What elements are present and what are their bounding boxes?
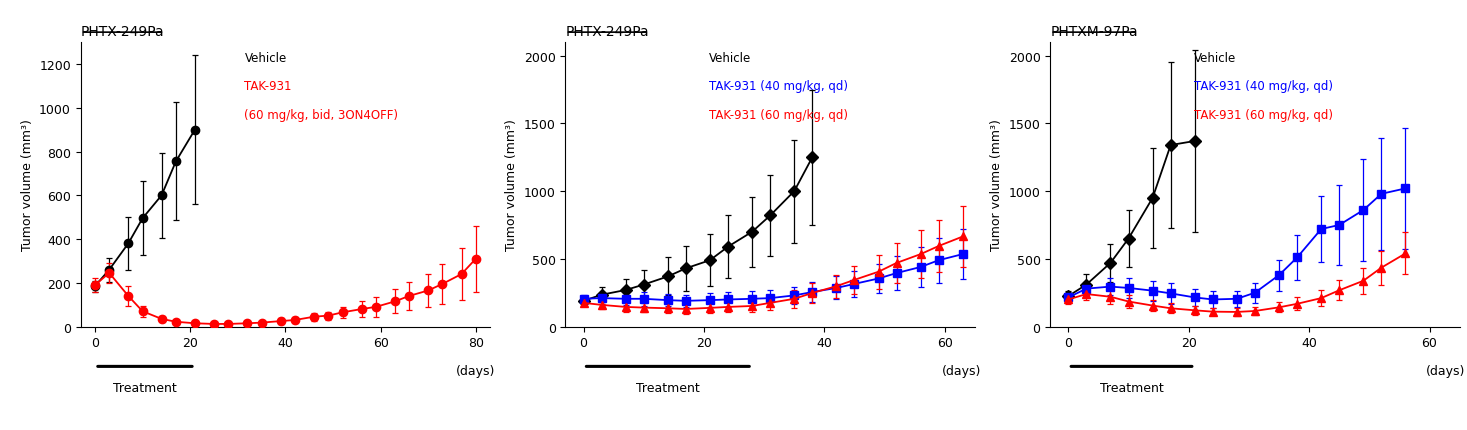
Text: TAK-931 (40 mg/kg, qd): TAK-931 (40 mg/kg, qd) — [709, 80, 848, 93]
Text: (days): (days) — [942, 364, 981, 377]
Text: (days): (days) — [1426, 364, 1466, 377]
Y-axis label: Tumor volume (mm³): Tumor volume (mm³) — [505, 119, 518, 251]
Text: Treatment: Treatment — [637, 381, 700, 394]
Text: TAK-931 (40 mg/kg, qd): TAK-931 (40 mg/kg, qd) — [1194, 80, 1332, 93]
Text: TAK-931 (60 mg/kg, qd): TAK-931 (60 mg/kg, qd) — [709, 108, 848, 121]
Y-axis label: Tumor volume (mm³): Tumor volume (mm³) — [990, 119, 1003, 251]
Text: (60 mg/kg, bid, 3ON4OFF): (60 mg/kg, bid, 3ON4OFF) — [245, 108, 399, 121]
Y-axis label: Tumor volume (mm³): Tumor volume (mm³) — [21, 119, 34, 251]
Text: Treatment: Treatment — [113, 381, 178, 394]
Text: (days): (days) — [455, 364, 494, 377]
Text: Vehicle: Vehicle — [245, 52, 286, 64]
Text: PHTX-249Pa: PHTX-249Pa — [81, 25, 164, 39]
Text: Vehicle: Vehicle — [1194, 52, 1235, 64]
Text: PHTXM-97Pa: PHTXM-97Pa — [1050, 25, 1138, 39]
Text: Treatment: Treatment — [1100, 381, 1163, 394]
Text: TAK-931 (60 mg/kg, qd): TAK-931 (60 mg/kg, qd) — [1194, 108, 1332, 121]
Text: PHTX-249Pa: PHTX-249Pa — [565, 25, 648, 39]
Text: TAK-931: TAK-931 — [245, 80, 292, 93]
Text: Vehicle: Vehicle — [709, 52, 751, 64]
